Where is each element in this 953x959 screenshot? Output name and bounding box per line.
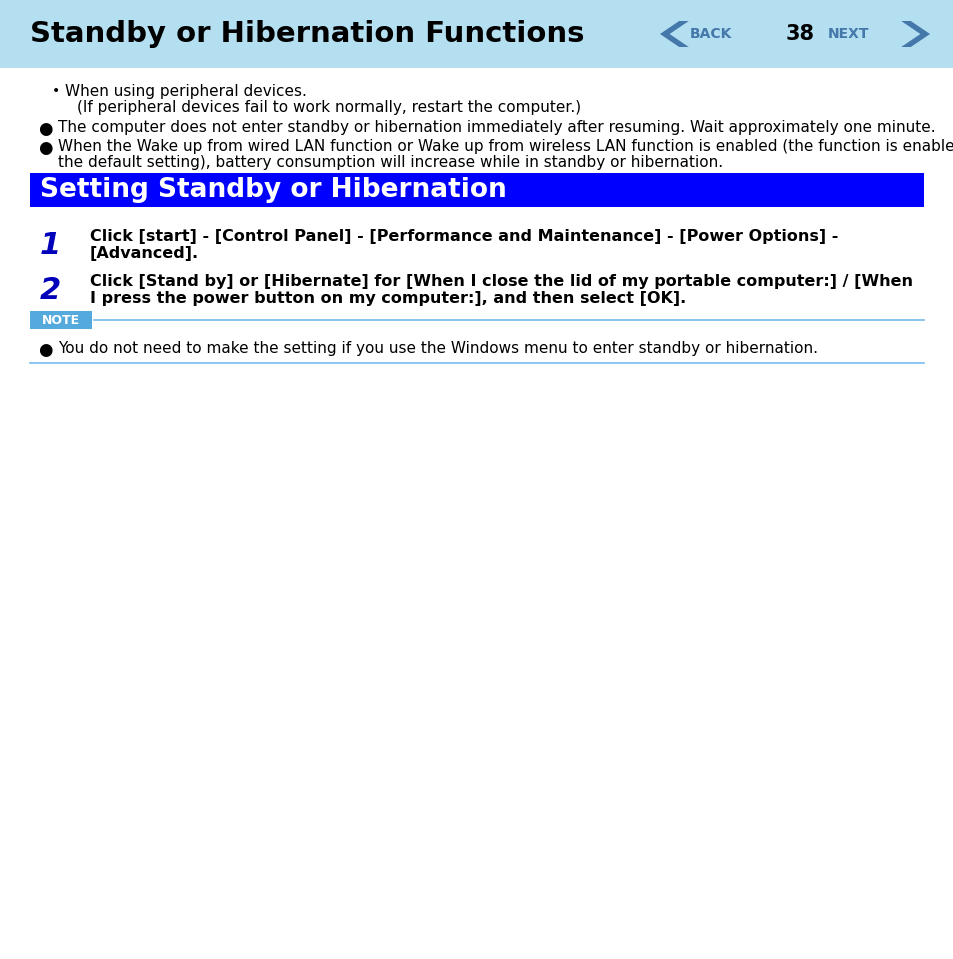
- Polygon shape: [901, 21, 929, 47]
- Text: the default setting), battery consumption will increase while in standby or hibe: the default setting), battery consumptio…: [58, 155, 722, 170]
- Text: Standby or Hibernation Functions: Standby or Hibernation Functions: [30, 20, 584, 48]
- Text: NOTE: NOTE: [42, 314, 80, 326]
- Bar: [30, 311, 91, 329]
- Text: 38: 38: [784, 24, 814, 44]
- Text: You do not need to make the setting if you use the Windows menu to enter standby: You do not need to make the setting if y…: [58, 341, 817, 356]
- Text: ●: ●: [38, 341, 52, 359]
- Bar: [30, 173, 923, 207]
- Text: ●: ●: [38, 120, 52, 138]
- Text: When using peripheral devices.: When using peripheral devices.: [65, 84, 307, 99]
- Text: ●: ●: [38, 139, 52, 157]
- Polygon shape: [659, 21, 688, 47]
- Text: NEXT: NEXT: [827, 27, 868, 41]
- Text: Click [start] - [Control Panel] - [Performance and Maintenance] - [Power Options: Click [start] - [Control Panel] - [Perfo…: [90, 229, 838, 244]
- Text: 2: 2: [40, 276, 61, 305]
- Text: When the Wake up from wired LAN function or Wake up from wireless LAN function i: When the Wake up from wired LAN function…: [58, 139, 953, 154]
- Text: The computer does not enter standby or hibernation immediately after resuming. W: The computer does not enter standby or h…: [58, 120, 935, 135]
- Bar: [0, 0, 953, 68]
- Text: •: •: [52, 84, 60, 98]
- Text: 1: 1: [40, 231, 61, 260]
- Text: Setting Standby or Hibernation: Setting Standby or Hibernation: [40, 177, 506, 203]
- Text: BACK: BACK: [689, 27, 732, 41]
- Text: [Advanced].: [Advanced].: [90, 246, 199, 261]
- Text: I press the power button on my computer:], and then select [OK].: I press the power button on my computer:…: [90, 291, 685, 306]
- Text: Click [Stand by] or [Hibernate] for [When I close the lid of my portable compute: Click [Stand by] or [Hibernate] for [Whe…: [90, 274, 912, 289]
- Text: (If peripheral devices fail to work normally, restart the computer.): (If peripheral devices fail to work norm…: [77, 100, 580, 115]
